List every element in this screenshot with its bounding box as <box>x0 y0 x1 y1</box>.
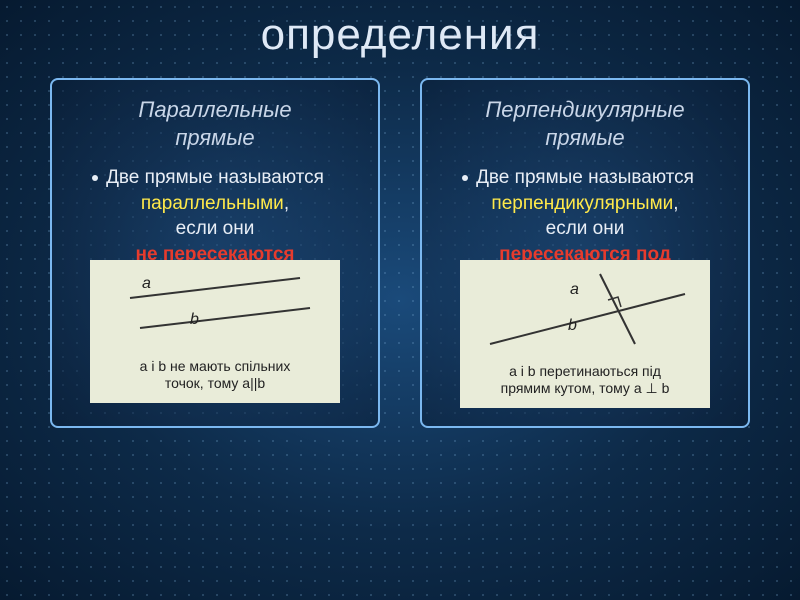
parallel-definition: Две прямые называются параллельными, есл… <box>66 165 364 268</box>
panel-perp-title: Перпендикулярные прямые <box>436 96 734 151</box>
panels-row: Параллельные прямые Две прямые называютс… <box>50 78 750 428</box>
parallel-svg: a b <box>100 266 330 356</box>
parallel-label-a: a <box>142 275 151 292</box>
perp-svg: a b <box>470 266 700 361</box>
perp-keyword: перпендикулярными <box>491 193 673 214</box>
perp-caption-l1: a і b перетинаються під <box>509 363 661 379</box>
panel-perpendicular: Перпендикулярные прямые Две прямые назыв… <box>420 78 750 428</box>
bullet-icon <box>462 175 468 181</box>
panel-parallel-title-l1: Параллельные <box>138 97 291 122</box>
panel-parallel-title: Параллельные прямые <box>66 96 364 151</box>
parallel-caption: a і b не мають спільних точок, тому a||b <box>96 358 334 393</box>
parallel-diagram: a b a і b не мають спільних точок, тому … <box>90 260 340 403</box>
panel-parallel: Параллельные прямые Две прямые называютс… <box>50 78 380 428</box>
perp-def-pre: Две прямые называются <box>476 167 694 188</box>
parallel-keyword: параллельными <box>141 193 284 214</box>
perp-label-a: a <box>570 281 579 298</box>
parallel-def-line2: если они <box>176 218 255 239</box>
parallel-caption-l2: точок, тому a||b <box>165 375 265 391</box>
panel-perp-title-l2: прямые <box>545 125 624 150</box>
bullet-icon <box>92 175 98 181</box>
perp-caption: a і b перетинаються під прямим кутом, то… <box>466 363 704 398</box>
slide: определения Параллельные прямые Две прям… <box>0 0 800 600</box>
page-title: определения <box>261 10 540 60</box>
panel-parallel-title-l2: прямые <box>175 125 254 150</box>
parallel-caption-l1: a і b не мають спільних <box>140 358 291 374</box>
perp-caption-l2: прямим кутом, тому a ⊥ b <box>501 380 670 396</box>
perp-definition: Две прямые называются перпендикулярными,… <box>436 165 734 268</box>
perp-label-b: b <box>568 317 577 334</box>
parallel-label-b: b <box>190 311 199 328</box>
panel-perp-title-l1: Перпендикулярные <box>485 97 684 122</box>
parallel-def-pre: Две прямые называются <box>106 167 324 188</box>
perp-diagram: a b a і b перетинаються під прямим кутом… <box>460 260 710 408</box>
perp-def-line2: если они <box>546 218 625 239</box>
